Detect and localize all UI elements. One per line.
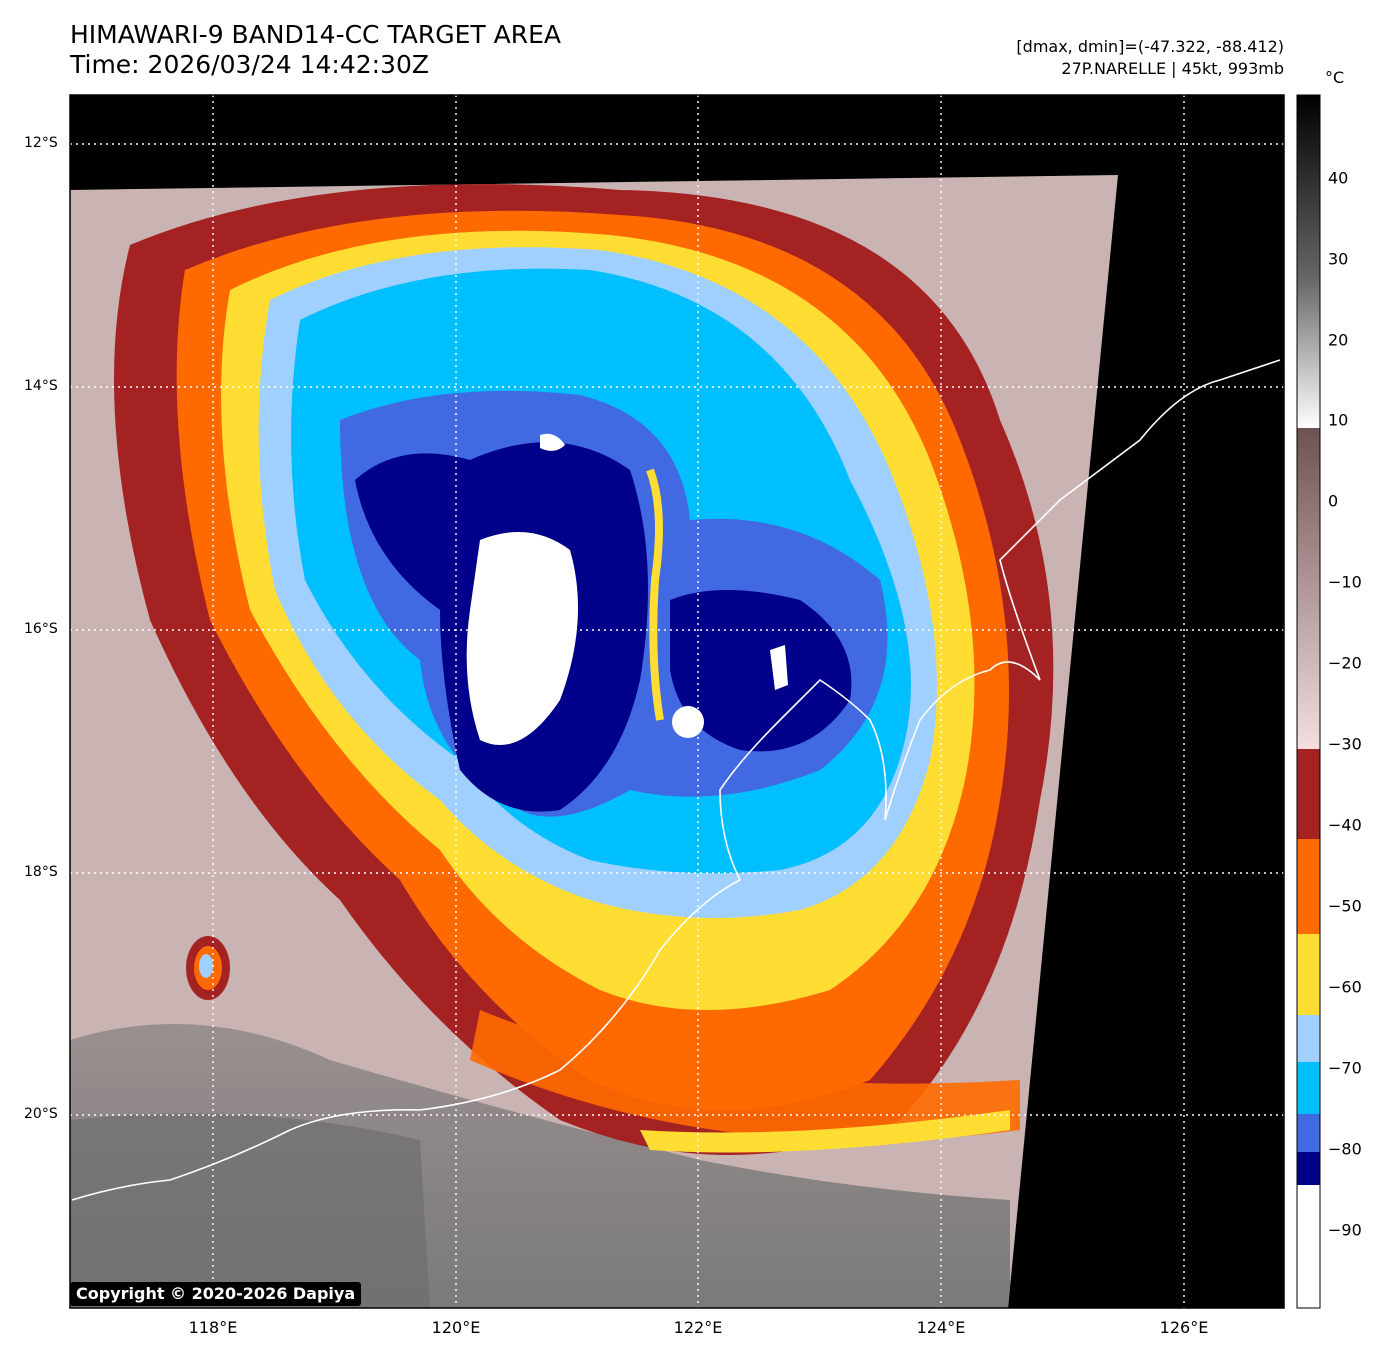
storm-info: [dmax, dmin]=(-47.322, -88.412) 27P.NARE… [1016,36,1284,80]
cb-tick-minus10: −10 [1328,572,1362,592]
cb-segment-minus85 [1297,1152,1320,1185]
cb-tick-minus20: −20 [1328,653,1362,673]
colorbar-unit: °C [1325,68,1345,87]
cb-tick-minus70: −70 [1328,1058,1362,1078]
lat-label-16s: 16°S [24,621,58,637]
cb-segment-minus90 [1297,1185,1320,1308]
cb-frame [1296,94,1321,1309]
image-title: HIMAWARI-9 BAND14-CC TARGET AREA Time: 2… [70,20,561,80]
cb-segment-minus80 [1297,1114,1320,1152]
dry-slot [646,468,664,721]
cell-core [199,954,213,978]
map-frame [69,94,1285,1309]
land-cold-patch [70,1113,430,1308]
cb-tick-0: 0 [1328,491,1339,511]
cb-tick-minus90: −90 [1328,1220,1362,1240]
lon-label-120e: 120°E [431,1318,481,1337]
cb-tick-minus50: −50 [1328,896,1362,916]
lon-label-126e: 126°E [1159,1318,1209,1337]
cb-tick-20: 20 [1328,330,1349,350]
title-line-1: HIMAWARI-9 BAND14-CC TARGET AREA [70,20,562,49]
cb-tick-40: 40 [1328,168,1349,188]
southern-band [470,1010,1020,1141]
cb-tick-minus30: −30 [1328,734,1362,754]
cb-tick-minus40: −40 [1328,815,1362,835]
data-range: [dmax, dmin]=(-47.322, -88.412) [1016,37,1284,56]
lon-label-118e: 118°E [188,1318,238,1337]
lon-label-122e: 122°E [673,1318,723,1337]
colorbar [1296,94,1321,1309]
cb-segment-minus50 [1297,839,1320,934]
coastline-path [71,359,1281,1201]
lon-label-124e: 124°E [916,1318,966,1337]
lat-label-14s: 14°S [24,378,58,394]
title-line-2: Time: 2026/03/24 14:42:30Z [70,50,429,79]
overshoot-minus90 [466,532,578,745]
coastline [71,359,1281,1201]
cb-segment-minus75 [1297,1062,1320,1114]
southern-band-core [640,1110,1010,1153]
cb-tick-minus80: −80 [1328,1139,1362,1159]
cb-segment-mid [1297,428,1320,749]
overshoot-east [672,706,704,738]
gridlines [70,95,1284,1308]
overshoot-east-2 [770,645,788,690]
cb-tick-minus60: −60 [1328,977,1362,997]
core-east-minus85 [670,590,852,752]
cb-segment-minus40 [1297,749,1320,839]
lat-label-20s: 20°S [24,1106,58,1122]
cb-tick-10: 10 [1328,410,1349,430]
overshoot-small [540,433,565,451]
cb-segment-warm [1297,95,1320,428]
cb-segment-minus60 [1297,934,1320,1015]
imagery [70,175,1118,1308]
cb-tick-30: 30 [1328,249,1349,269]
cb-segment-minus70 [1297,1015,1320,1062]
copyright-badge: Copyright © 2020-2026 Dapiya [70,1282,362,1306]
lat-label-18s: 18°S [24,864,58,880]
lat-label-12s: 12°S [24,135,58,151]
storm-label: 27P.NARELLE | 45kt, 993mb [1061,59,1284,78]
